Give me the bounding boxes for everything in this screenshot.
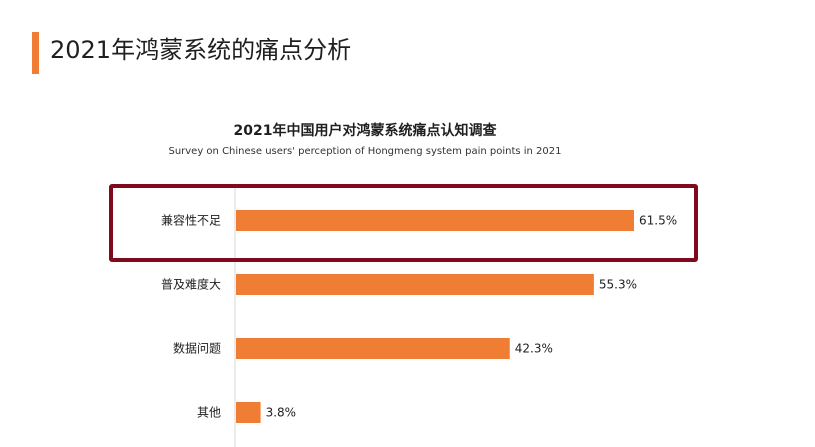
chart-subtitle: Survey on Chinese users' perception of H… (168, 146, 562, 157)
category-label: 普及难度大 (161, 277, 221, 292)
bar (236, 338, 510, 359)
bar (236, 402, 261, 423)
chart-title: 2021年中国用户对鸿蒙系统痛点认知调查 (233, 123, 497, 139)
data-label: 61.5% (639, 214, 677, 228)
data-label: 3.8% (266, 406, 297, 420)
category-label: 其他 (197, 406, 221, 420)
bar (236, 274, 594, 295)
page-title: 2021年鸿蒙系统的痛点分析 (50, 36, 352, 64)
data-label: 55.3% (599, 278, 637, 292)
bar (236, 210, 634, 231)
title-accent-bar (32, 32, 39, 74)
data-label: 42.3% (515, 342, 553, 356)
category-label: 兼容性不足 (161, 213, 221, 228)
highlight-box (109, 184, 698, 262)
category-label: 数据问题 (173, 341, 221, 356)
